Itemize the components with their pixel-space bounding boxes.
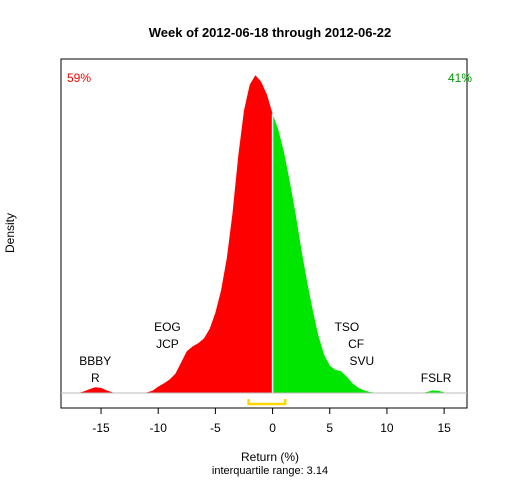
annotation-jcp: JCP xyxy=(156,337,179,351)
annotation-tso: TSO xyxy=(335,320,360,334)
density-areas xyxy=(61,75,467,394)
x-tick-label: 0 xyxy=(269,421,276,435)
annotation-bbby: BBBY xyxy=(79,354,111,368)
iqr-bracket xyxy=(247,399,287,406)
y-axis-label: Density xyxy=(3,213,17,253)
negative-return-area xyxy=(78,75,273,393)
x-axis: -15 -10 -5 0 5 10 15 xyxy=(92,407,451,435)
annotation-r: R xyxy=(91,371,100,385)
annotation-cf: CF xyxy=(348,337,364,351)
pct-positive-label: 41% xyxy=(448,71,472,85)
x-tick-label: 15 xyxy=(437,421,451,435)
iqr-subtitle: interquartile range: 3.14 xyxy=(212,465,328,477)
chart-title: Week of 2012-06-18 through 2012-06-22 xyxy=(149,25,392,40)
annotation-fslr: FSLR xyxy=(421,371,452,385)
annotation-svu: SVU xyxy=(349,354,374,368)
pct-negative-label: 59% xyxy=(67,71,91,85)
x-tick-label: 5 xyxy=(326,421,333,435)
x-tick-label: 10 xyxy=(380,421,394,435)
positive-return-area xyxy=(272,113,445,393)
x-axis-label: Return (%) xyxy=(241,450,299,464)
iqr-bracket-line xyxy=(247,399,287,406)
outlier-annotations: BBBY R EOG JCP TSO CF SVU FSLR xyxy=(79,320,451,385)
x-tick-label: -5 xyxy=(210,421,221,435)
x-tick-label: -15 xyxy=(92,421,110,435)
annotation-eog: EOG xyxy=(154,320,181,334)
x-tick-label: -10 xyxy=(150,421,168,435)
